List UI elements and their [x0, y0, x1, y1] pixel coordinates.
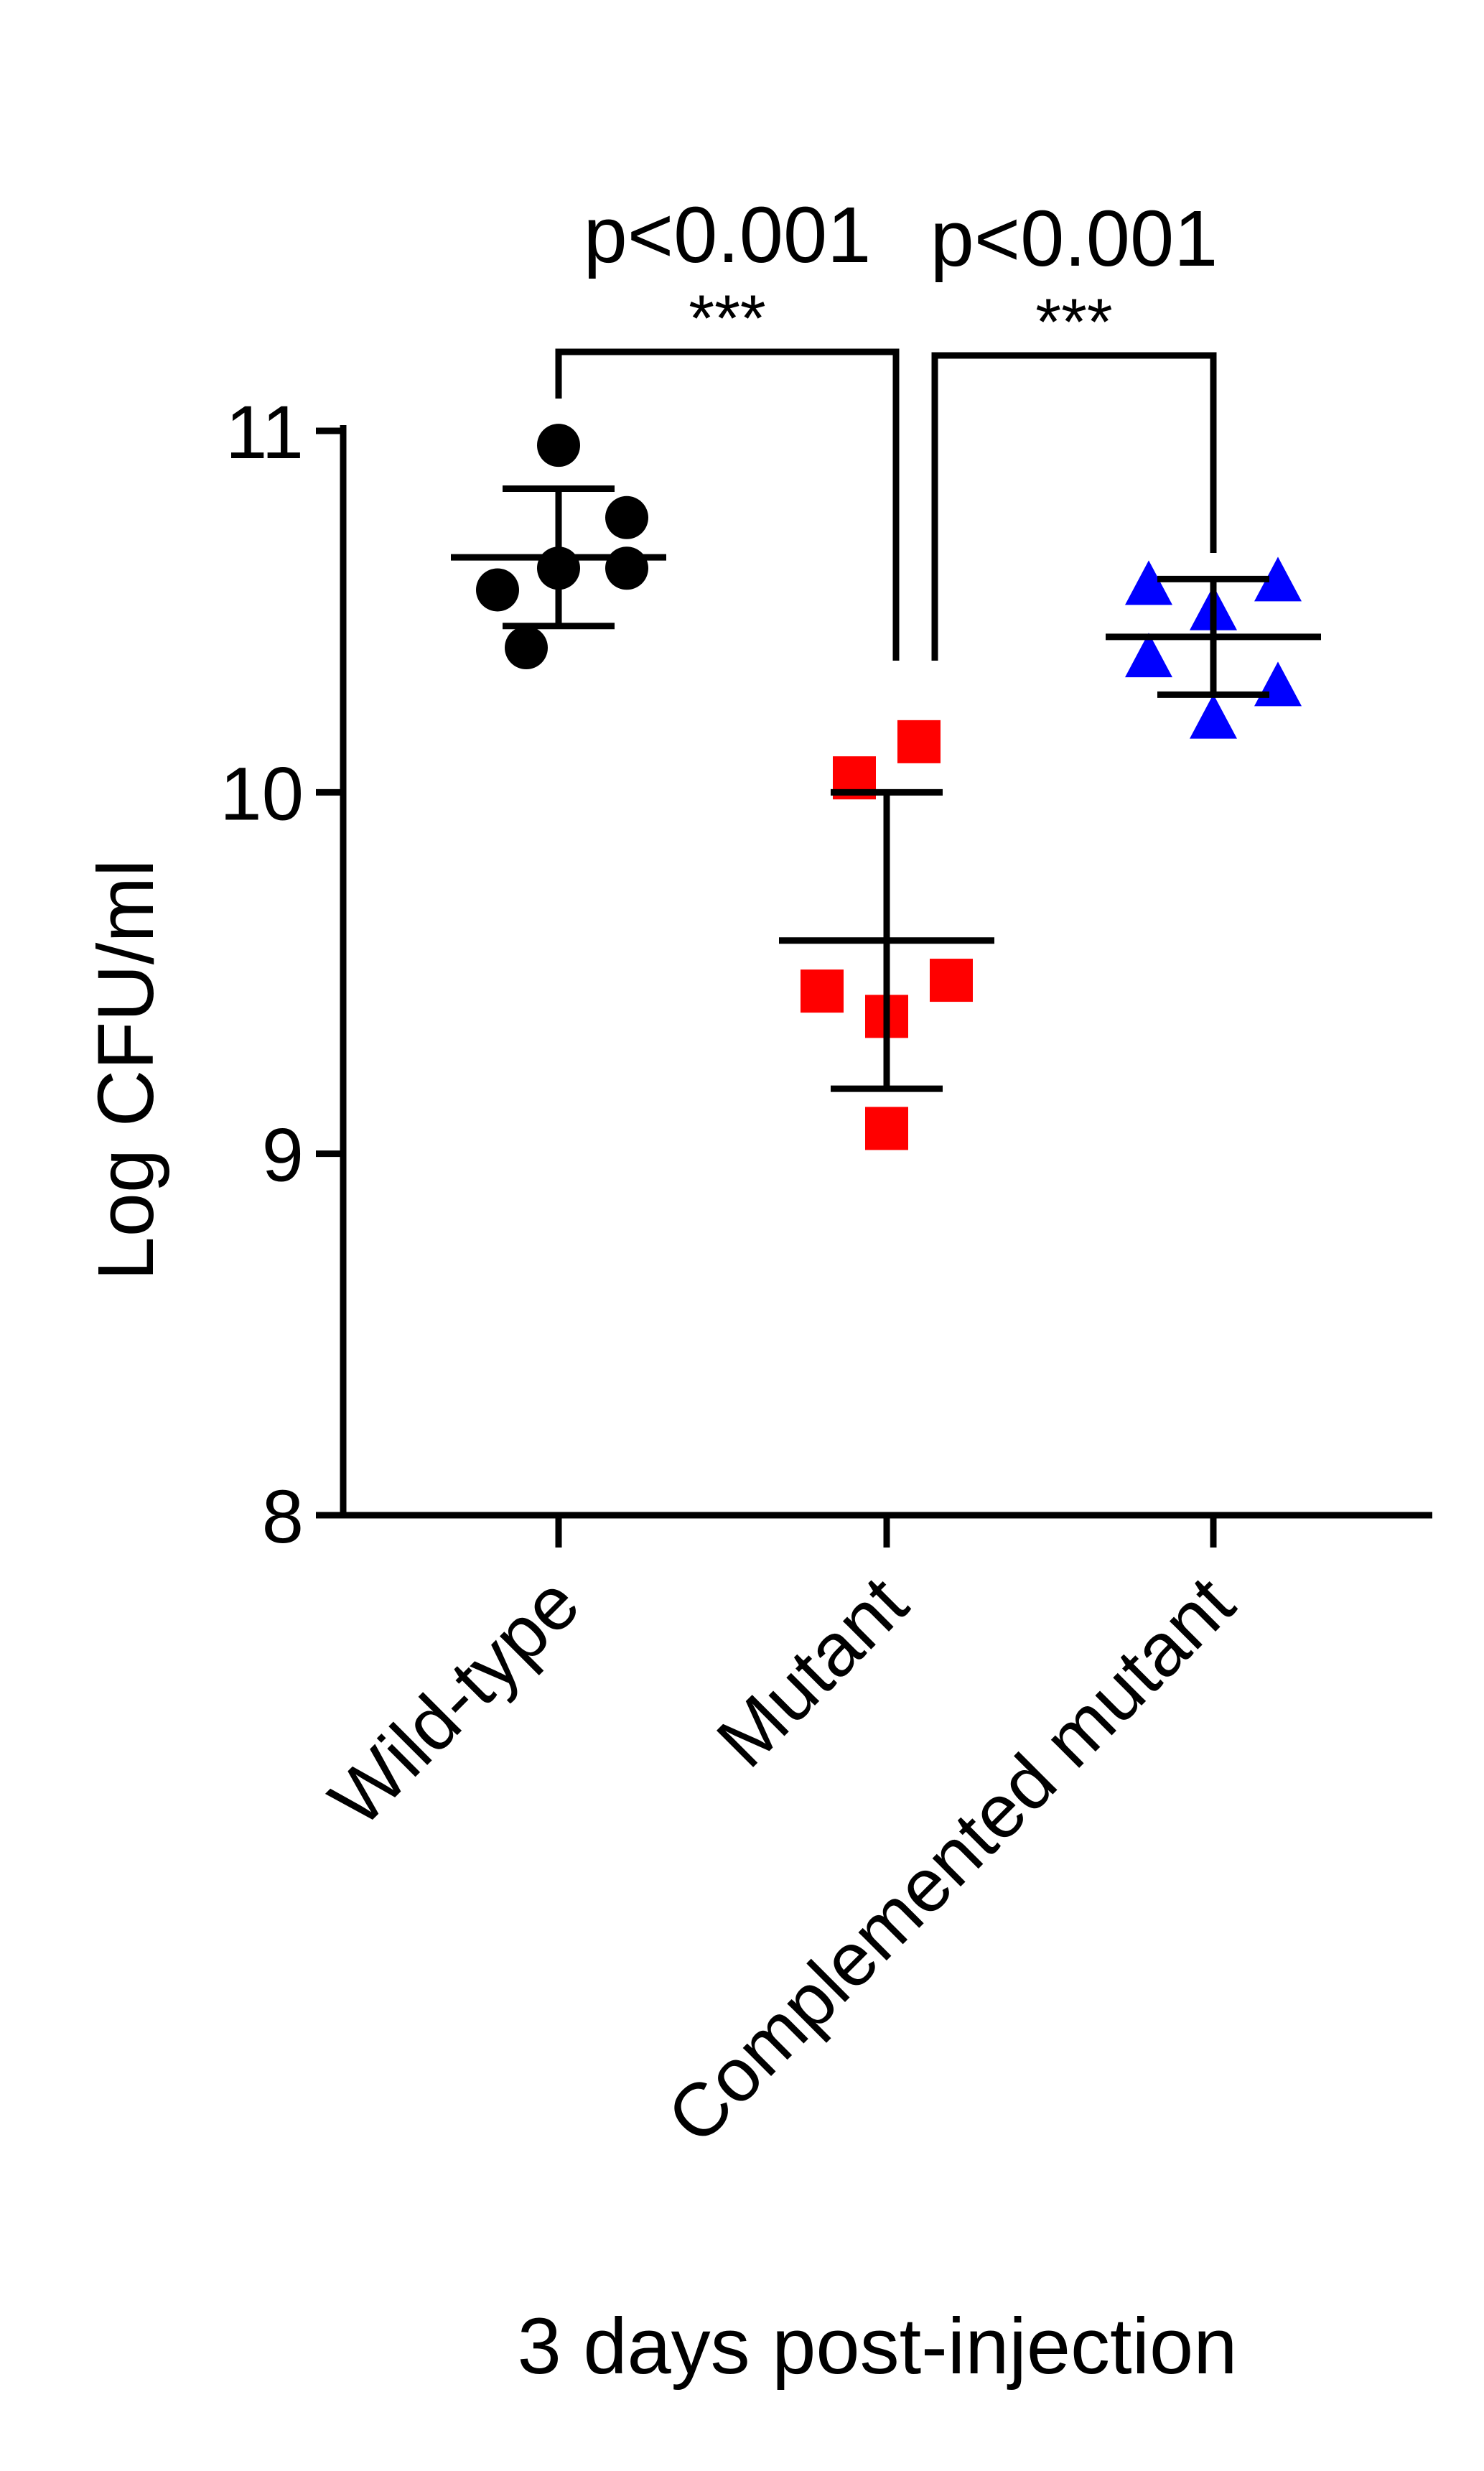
comparison-bracket: [931, 352, 1217, 661]
data-point: [605, 546, 648, 590]
p-value-label: p<0.001: [930, 195, 1218, 283]
y-tick-label: 10: [220, 752, 304, 836]
data-point: [1254, 557, 1302, 602]
data-point: [1190, 694, 1237, 739]
data-point: [476, 568, 519, 612]
significance-stars: ***: [689, 282, 765, 355]
x-axis-title: 3 days post-injection: [518, 2302, 1238, 2391]
data-point: [1125, 560, 1172, 605]
x-tick-label: Wild-type: [314, 1561, 595, 1843]
significance-stars: ***: [1035, 286, 1112, 359]
data-point: [1254, 661, 1302, 707]
y-tick-label: 9: [262, 1114, 304, 1198]
data-point: [537, 424, 580, 467]
mean-sd-bars: [451, 485, 1321, 1092]
y-tick-label: 8: [262, 1475, 304, 1559]
x-tick-label: Mutant: [701, 1561, 924, 1784]
y-axis-title: Log CFU/ml: [82, 860, 170, 1281]
data-point: [605, 495, 648, 539]
data-point: [865, 1107, 908, 1150]
data-point: [897, 720, 941, 763]
comparison-bracket: [555, 348, 900, 661]
x-tick-label: Complemented mutant: [651, 1561, 1250, 2160]
data-point: [505, 626, 548, 669]
significance-brackets: ***p<0.001***p<0.001: [555, 191, 1218, 661]
data-point: [1125, 633, 1172, 678]
data-point: [930, 959, 973, 1002]
data-point: [801, 969, 844, 1013]
y-tick-label: 11: [225, 391, 304, 475]
p-value-label: p<0.001: [584, 191, 872, 279]
